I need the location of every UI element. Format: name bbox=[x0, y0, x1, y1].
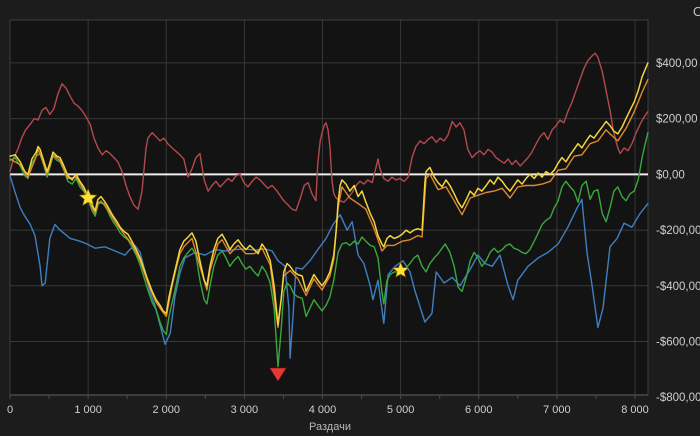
y-axis-tick-label: $200,00 bbox=[656, 114, 698, 126]
y-axis-tick-label: -$200,00 bbox=[656, 225, 700, 237]
y-axis-tick-label: $0,00 bbox=[656, 169, 685, 181]
x-axis-title: Раздачи bbox=[309, 421, 351, 433]
y-axis-tick-label: $400,00 bbox=[656, 58, 698, 70]
series-red[interactable] bbox=[9, 52, 649, 212]
star-marker[interactable] bbox=[392, 261, 410, 278]
triangle-down-marker[interactable] bbox=[269, 367, 287, 382]
star-marker[interactable] bbox=[78, 188, 98, 206]
x-axis-tick-label: 4 000 bbox=[309, 404, 337, 416]
x-axis-tick-label: 3 000 bbox=[231, 404, 259, 416]
y-axis-tick-label: -$600,00 bbox=[656, 337, 700, 349]
y-axis-tick-label: -$800,00 bbox=[656, 392, 700, 404]
series-green[interactable] bbox=[9, 131, 649, 368]
x-axis-tick-label: 0 bbox=[7, 404, 13, 416]
x-axis-tick-label: 1 000 bbox=[74, 404, 102, 416]
x-axis-tick-label: 7 000 bbox=[543, 404, 571, 416]
x-axis-tick-label: 2 000 bbox=[152, 404, 180, 416]
series-yellow[interactable] bbox=[9, 62, 649, 326]
series-blue[interactable] bbox=[9, 174, 649, 359]
series-orange[interactable] bbox=[9, 78, 649, 329]
x-axis-tick-label: 5 000 bbox=[387, 404, 415, 416]
x-axis-tick-label: 6 000 bbox=[465, 404, 493, 416]
corner-glyph-partial: О bbox=[693, 4, 700, 19]
x-axis-tick-label: 8 000 bbox=[621, 404, 649, 416]
y-axis-tick-label: -$400,00 bbox=[656, 281, 700, 293]
plot-area[interactable] bbox=[10, 20, 648, 395]
